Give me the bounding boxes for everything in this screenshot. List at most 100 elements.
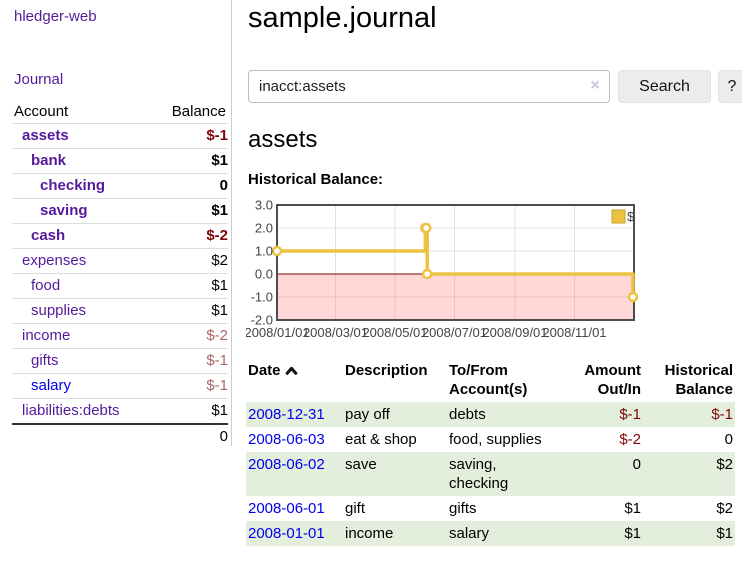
- data-point-marker: [271, 245, 283, 257]
- account-link-checking[interactable]: checking: [40, 177, 106, 194]
- search-button[interactable]: Search: [618, 70, 711, 103]
- account-link-salary[interactable]: salary: [31, 377, 72, 394]
- account-link-supplies[interactable]: supplies: [31, 302, 87, 319]
- total-balance: 0: [152, 423, 228, 449]
- transaction-amount: $-1: [551, 402, 643, 427]
- register-row: 2008-12-31 pay off debts $-1 $-1: [246, 402, 735, 427]
- account-link-food[interactable]: food: [31, 277, 61, 294]
- page-title: sample.journal: [248, 2, 437, 34]
- account-balance: $1: [152, 198, 228, 224]
- transaction-amount: $1: [624, 500, 641, 517]
- amount-header-line1: Amount: [584, 362, 641, 379]
- y-tick-label: 1.0: [255, 244, 273, 259]
- account-balance: $1: [152, 273, 228, 299]
- account-heading: assets: [248, 126, 318, 153]
- data-point-marker: [421, 268, 433, 280]
- account-row: bank $1: [12, 148, 228, 174]
- account-row: assets $-1: [12, 123, 228, 149]
- data-point-marker: [627, 291, 639, 303]
- total-row: 0: [12, 423, 228, 449]
- register-row: 2008-06-02 save saving, checking 0 $2: [246, 452, 735, 496]
- transaction-description: pay off: [343, 402, 447, 427]
- negative-region: [277, 274, 634, 320]
- x-tick-label: 2008/05/01: [362, 325, 427, 340]
- transaction-date-link[interactable]: 2008-12-31: [248, 406, 325, 423]
- transaction-date-link[interactable]: 2008-01-01: [248, 525, 325, 542]
- data-point-marker: [420, 222, 432, 234]
- amount-header-line2: Out/In: [597, 381, 641, 398]
- transaction-balance: $1: [643, 521, 735, 546]
- account-link-income[interactable]: income: [22, 327, 71, 344]
- account-balance: $-2: [152, 323, 228, 349]
- chart-svg: $3.0 2.0 1.0 0.0 -1.0 -2.02008/01/012008/03/0…: [244, 198, 639, 340]
- register-row: 2008-06-03 eat & shop food, supplies $-2 0: [246, 427, 735, 452]
- account-link-bank[interactable]: bank: [31, 152, 67, 169]
- y-tick-label: 0.0: [255, 267, 273, 282]
- sort-ascending-icon: [285, 362, 298, 381]
- accounts-header-line2: Account(s): [449, 381, 528, 398]
- transaction-balance: $2: [716, 500, 733, 517]
- app-title-link[interactable]: hledger-web: [14, 8, 97, 25]
- main-content: sample.journal × Search ? assets Histori…: [244, 0, 742, 582]
- accounts-header-balance: Balance: [171, 103, 226, 120]
- transaction-date-link[interactable]: 2008-06-03: [248, 431, 325, 448]
- account-balance: $1: [152, 398, 228, 424]
- transaction-balance: $2: [643, 452, 735, 496]
- register-header-balance: Historical Balance: [643, 358, 735, 402]
- account-row: cash $-2: [12, 223, 228, 249]
- transaction-date-link[interactable]: 2008-06-01: [248, 500, 325, 517]
- account-balance: $-1: [152, 348, 228, 374]
- transaction-description: income: [343, 521, 447, 546]
- account-balance: $-1: [152, 123, 228, 149]
- transaction-amount: $-2: [619, 431, 641, 448]
- chart-label: Historical Balance:: [248, 171, 384, 188]
- register-header-amount: Amount Out/In: [551, 358, 643, 402]
- clear-search-icon[interactable]: ×: [590, 77, 600, 94]
- register-table: Date Description To/From Account(s) Amou…: [246, 358, 735, 546]
- transaction-description: save: [343, 452, 447, 496]
- transaction-accounts: food, supplies: [449, 431, 542, 448]
- y-tick-label: 2.0: [255, 221, 273, 236]
- x-tick-label: 2008/07/01: [422, 325, 487, 340]
- account-balance: $1: [152, 298, 228, 324]
- transaction-description: eat & shop: [345, 431, 417, 448]
- help-button[interactable]: ?: [718, 70, 742, 103]
- account-balance: $1: [152, 148, 228, 174]
- account-link-liabilities:debts[interactable]: liabilities:debts: [22, 402, 120, 419]
- date-header-label: Date: [248, 362, 281, 379]
- transaction-amount: $1: [551, 521, 643, 546]
- register-row: 2008-01-01 income salary $1 $1: [246, 521, 735, 546]
- register-header-date[interactable]: Date: [246, 358, 343, 402]
- account-row: salary $-1: [12, 373, 228, 399]
- transaction-accounts: gifts: [449, 500, 477, 517]
- account-link-gifts[interactable]: gifts: [31, 352, 59, 369]
- y-tick-label: 3.0: [255, 198, 273, 213]
- balance-header-line2: Balance: [675, 381, 733, 398]
- account-row: saving $1: [12, 198, 228, 224]
- account-row: food $1: [12, 273, 228, 299]
- transaction-accounts: saving, checking: [447, 452, 551, 496]
- account-row: income $-2: [12, 323, 228, 349]
- search-input[interactable]: [248, 70, 610, 103]
- sidebar-item-journal[interactable]: Journal: [14, 71, 64, 88]
- account-link-cash[interactable]: cash: [31, 227, 66, 244]
- accounts-table: Account Balance assets $-1 bank $1 checking 0…: [12, 100, 228, 449]
- accounts-table-header: Account Balance: [12, 100, 228, 124]
- account-link-expenses[interactable]: expenses: [22, 252, 87, 269]
- y-tick-label: -2.0: [251, 313, 273, 328]
- historical-balance-chart: $3.0 2.0 1.0 0.0 -1.0 -2.0 2008/01/01 2008/03/0…: [244, 198, 646, 346]
- account-balance: $-1: [152, 373, 228, 399]
- transaction-date-link[interactable]: 2008-06-02: [248, 456, 325, 473]
- x-tick-label: 2008/11/01: [542, 325, 606, 340]
- transaction-description: gift: [345, 500, 366, 517]
- account-row: supplies $1: [12, 298, 228, 324]
- account-link-saving[interactable]: saving: [40, 202, 88, 219]
- register-header-description: Description: [345, 362, 428, 379]
- search-form: × Search ?: [248, 70, 742, 103]
- account-balance: 0: [152, 173, 228, 199]
- account-link-assets[interactable]: assets: [22, 127, 69, 144]
- register-row: 2008-06-01 gift gifts $1 $2: [246, 496, 735, 521]
- account-row: liabilities:debts $1: [12, 398, 228, 424]
- y-tick-label: -1.0: [251, 290, 273, 305]
- sidebar: hledger-web Journal Account Balance asse…: [0, 0, 232, 449]
